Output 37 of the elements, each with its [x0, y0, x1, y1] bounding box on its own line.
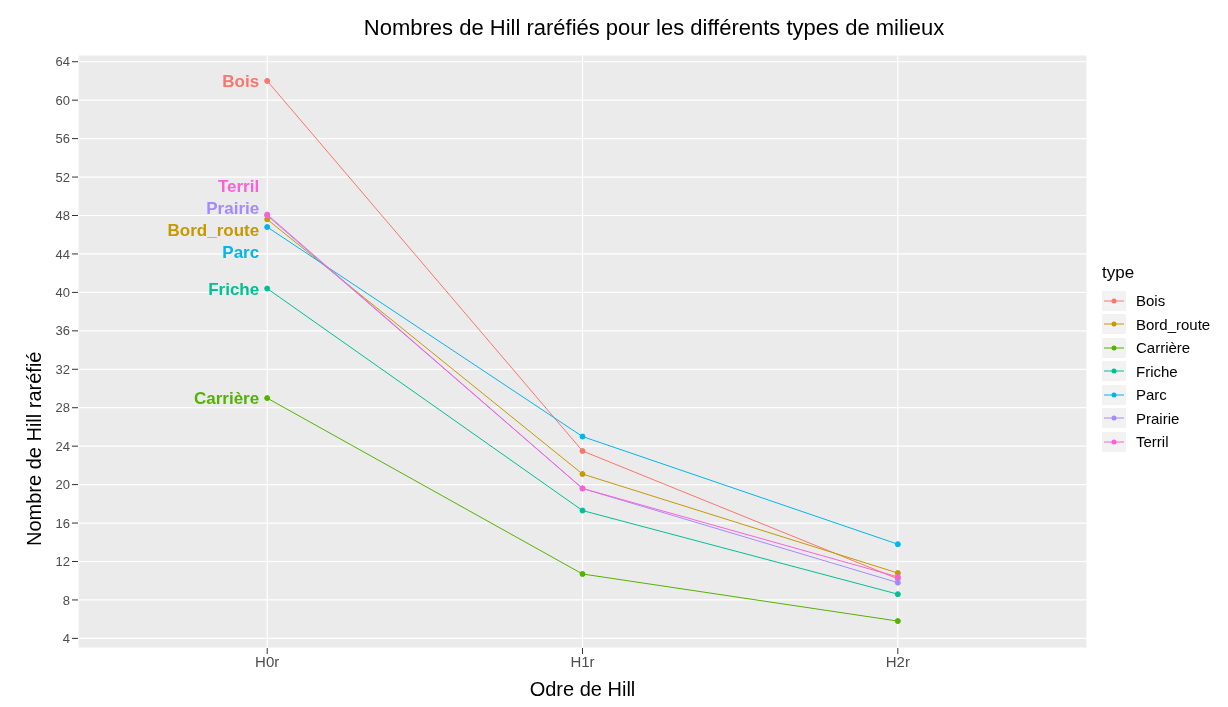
text: Carrière: [193, 389, 260, 409]
y-tick-label: 16: [55, 515, 70, 531]
legend-label: Parc: [1136, 386, 1167, 404]
y-tick-label: 44: [55, 246, 70, 262]
text: Bord_route: [167, 221, 260, 241]
x-tick-label: H1r: [570, 652, 595, 670]
legend-label: Carrière: [1136, 339, 1191, 357]
y-tick-label: 4: [62, 631, 70, 646]
y-tick-label: 20: [55, 477, 70, 493]
x-tick-label: H0r: [255, 652, 280, 670]
legend-title: type: [1102, 263, 1136, 283]
y-tick-label: 28: [55, 400, 70, 416]
text: Friche: [208, 279, 260, 299]
y-tick-label: 24: [55, 438, 70, 454]
chart-title: Nombres de Hill raréfiés pour les différents types de milieux: [362, 14, 946, 42]
y-tick-label: 12: [55, 554, 70, 570]
y-tick-label: 52: [55, 169, 70, 185]
y-tick-label: 56: [55, 131, 70, 147]
y-tick-label: 48: [55, 208, 70, 224]
legend-label: Prairie: [1136, 409, 1180, 427]
x-axis-title: Odre de Hill: [529, 678, 636, 700]
y-axis-title: Nombre de Hill raréfié: [23, 351, 46, 547]
legend-label: Bord_route: [1136, 315, 1211, 333]
y-tick-label: 60: [55, 92, 70, 108]
text: Terril: [217, 176, 260, 196]
y-tick-label: 40: [55, 285, 70, 301]
text: Bois: [222, 71, 260, 91]
y-tick-label: 32: [55, 361, 70, 377]
legend-label: Terril: [1136, 433, 1169, 451]
x-tick-label: H2r: [885, 652, 910, 670]
legend-label: Bois: [1136, 292, 1166, 310]
y-tick-label: 36: [55, 323, 70, 339]
text: Parc: [222, 243, 260, 263]
y-tick-label: 8: [62, 592, 70, 608]
text: Prairie: [206, 199, 260, 219]
y-tick-label: 64: [55, 54, 70, 70]
legend-label: Friche: [1136, 362, 1178, 380]
